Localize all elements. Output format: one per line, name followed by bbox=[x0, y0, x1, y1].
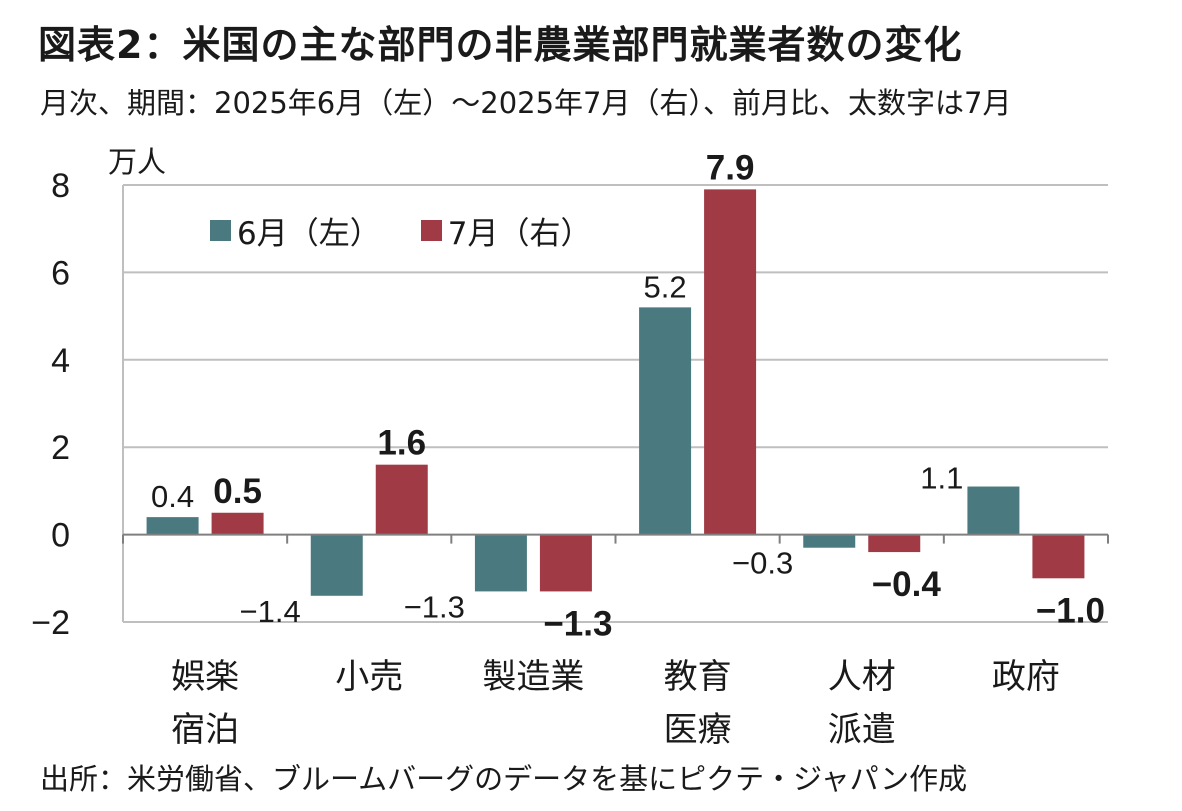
data-label-july: 7.9 bbox=[706, 148, 755, 187]
bar-july bbox=[868, 534, 921, 553]
bar-july bbox=[211, 512, 264, 535]
bar-july bbox=[704, 189, 757, 535]
data-label-june: −1.3 bbox=[404, 589, 465, 624]
data-label-july: −1.0 bbox=[1036, 591, 1105, 630]
source-note: 出所：米労働省、ブルームバーグのデータを基にピクテ・ジャパン作成 bbox=[40, 762, 968, 796]
category-label: 小売 bbox=[335, 658, 403, 696]
category-label: 教育 bbox=[664, 658, 732, 696]
category-label: 医療 bbox=[664, 711, 732, 749]
category-label: 宿泊 bbox=[171, 711, 239, 749]
legend: 6月（左） 7月（右） bbox=[210, 208, 631, 253]
data-label-july: 1.6 bbox=[377, 424, 426, 463]
chart-subtitle: 月次、期間：2025年6月（左）～2025年7月（右）、前月比、太数字は7月 bbox=[40, 86, 1012, 120]
chart-title: 図表2：米国の主な部門の非農業部門就業者数の変化 bbox=[38, 23, 963, 67]
bar-june bbox=[639, 307, 692, 535]
data-label-july: −0.4 bbox=[872, 565, 942, 604]
y-tick-label: 0 bbox=[51, 517, 70, 555]
bar-july bbox=[375, 464, 428, 535]
legend-label-june: 6月（左） bbox=[237, 216, 381, 252]
bar-june bbox=[803, 534, 856, 548]
y-tick-label: 8 bbox=[51, 167, 70, 205]
bar-june bbox=[146, 517, 199, 535]
legend-swatch-july bbox=[420, 220, 442, 241]
bar-june bbox=[310, 534, 363, 596]
category-label: 娯楽 bbox=[171, 658, 239, 696]
y-tick-label: 2 bbox=[51, 429, 70, 467]
category-label: 派遣 bbox=[828, 711, 896, 749]
data-label-june: 1.1 bbox=[920, 461, 963, 496]
y-tick-label: 6 bbox=[51, 254, 70, 292]
bar-june bbox=[474, 534, 527, 592]
bar-july bbox=[539, 534, 592, 592]
data-label-june: 0.4 bbox=[151, 479, 194, 514]
data-label-july: 0.5 bbox=[213, 472, 262, 511]
data-label-june: 5.2 bbox=[644, 269, 687, 304]
bar-july bbox=[1032, 534, 1085, 579]
legend-swatch-june bbox=[210, 220, 231, 241]
data-label-june: −0.3 bbox=[732, 546, 793, 581]
category-label: 政府 bbox=[992, 658, 1060, 696]
data-label-july: −1.3 bbox=[543, 604, 612, 643]
bar-june bbox=[967, 486, 1020, 535]
y-tick-label: −2 bbox=[31, 604, 70, 642]
y-tick-label: 4 bbox=[51, 342, 70, 380]
y-unit-label: 万人 bbox=[108, 147, 166, 179]
legend-item-june: 6月（左） bbox=[210, 208, 381, 253]
data-label-june: −1.4 bbox=[240, 594, 301, 629]
legend-label-july: 7月（右） bbox=[447, 216, 592, 252]
category-label: 人材 bbox=[828, 658, 896, 696]
legend-item-july: 7月（右） bbox=[420, 208, 592, 253]
category-label: 製造業 bbox=[482, 658, 584, 696]
